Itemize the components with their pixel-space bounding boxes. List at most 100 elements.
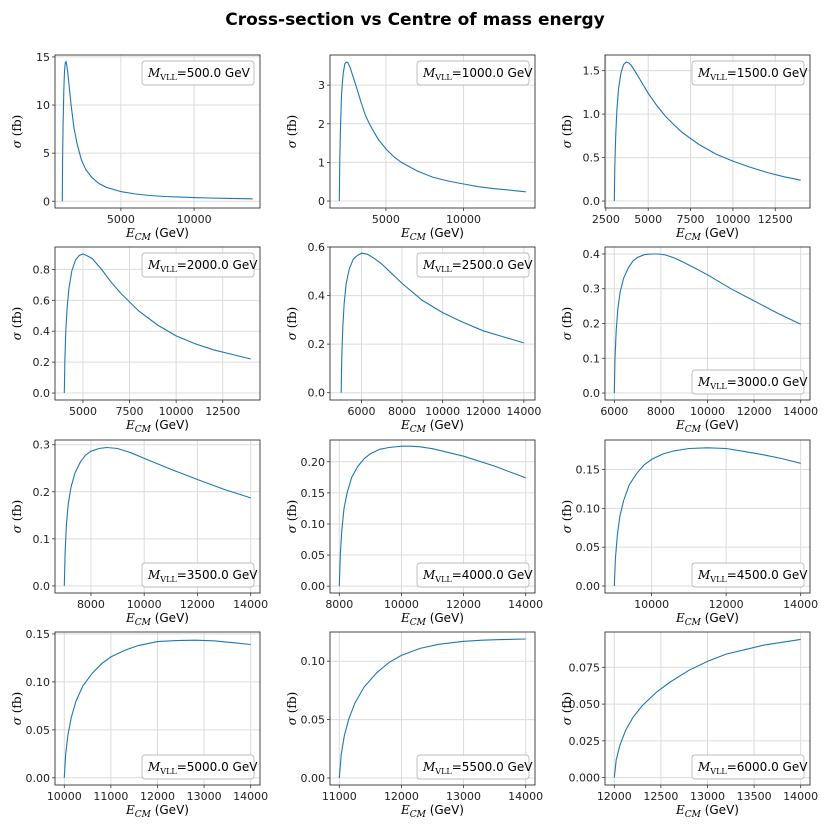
x-tick-label: 8000 <box>325 598 353 611</box>
y-tick-label: 15 <box>36 51 50 64</box>
legend-entry: MVLL=4000.0 GeV <box>422 568 533 584</box>
x-tick-label: 14000 <box>233 598 268 611</box>
x-tick-label: 11000 <box>322 790 357 803</box>
x-tick-label: 10000 <box>159 405 194 418</box>
x-tick-label: 5000 <box>372 213 400 226</box>
y-tick-label: 0 <box>43 195 50 208</box>
axes-frame <box>329 439 536 594</box>
y-tick-label: 0.0 <box>583 387 601 400</box>
x-tick-label: 6000 <box>347 405 375 418</box>
legend-box <box>416 252 530 278</box>
legend-entry: MVLL=3000.0 GeV <box>697 375 808 391</box>
y-tick-label: 0.4 <box>308 290 326 303</box>
y-axis-label: σ (fb) <box>10 115 24 149</box>
x-tick-label: 10000 <box>384 598 419 611</box>
y-tick-label: 0.05 <box>576 541 601 554</box>
y-tick-label: 1.5 <box>583 65 601 78</box>
y-tick-label: 0.15 <box>26 628 51 641</box>
y-tick-label: 0.2 <box>308 338 326 351</box>
x-tick-label: 10000 <box>177 213 212 226</box>
y-axis-label: σ (fb) <box>10 500 24 534</box>
x-tick-label: 10000 <box>634 598 669 611</box>
y-tick-label: 0.0 <box>33 387 51 400</box>
subplot-2000.0: 5000 7500 10000 12500 0.0 0.2 0.4 0.6 0.8 ECM (Ge… <box>10 246 261 435</box>
x-tick-label: 14000 <box>233 790 268 803</box>
x-tick-label: 11000 <box>93 790 128 803</box>
y-tick-label: 0.00 <box>576 580 601 593</box>
x-tick-label: 13500 <box>737 790 772 803</box>
series-line <box>63 639 251 778</box>
x-tick-label: 12000 <box>384 790 419 803</box>
y-tick-label: 0.6 <box>33 294 51 307</box>
x-tick-label: 8000 <box>647 405 675 418</box>
axes-frame <box>54 439 261 594</box>
x-tick-label: 13000 <box>187 790 222 803</box>
x-axis-label: ECM (GeV) <box>675 611 739 628</box>
subplot-6000.0: 12000 12500 13000 13500 14000 0.000 0.025 0.050… <box>560 631 818 820</box>
legend-box <box>141 60 255 86</box>
subplot-5500.0: 11000 12000 13000 14000 0.00 0.05 0.10 ECM (GeV… <box>285 631 543 820</box>
legend-entry: MVLL=5500.0 GeV <box>422 760 533 776</box>
subplot-3000.0: 6000 8000 10000 12000 14000 0.0 0.1 0.2 0.3 0.4 EC… <box>560 246 818 435</box>
legend-box <box>141 252 255 278</box>
x-axis-label: ECM (GeV) <box>400 418 464 435</box>
series-line <box>613 447 801 587</box>
legend-box <box>691 60 805 86</box>
y-tick-label: 0.4 <box>583 248 601 261</box>
legend-entry: MVLL=2000.0 GeV <box>147 258 258 274</box>
y-tick-label: 0.4 <box>33 325 51 338</box>
axes-frame <box>54 54 261 209</box>
x-tick-label: 5000 <box>107 213 135 226</box>
y-tick-label: 0.8 <box>33 263 51 276</box>
subplot-2500.0: 6000 8000 10000 12000 14000 0.0 0.2 0.4 0.6 ECM (… <box>285 241 541 435</box>
x-axis-label: ECM (GeV) <box>400 226 464 243</box>
legend-box <box>416 562 530 588</box>
y-tick-label: 0.00 <box>301 580 326 593</box>
y-tick-label: 0.00 <box>301 772 326 785</box>
y-tick-label: 0.000 <box>569 772 601 785</box>
x-axis-label: ECM (GeV) <box>125 226 189 243</box>
y-axis-label: σ (fb) <box>560 115 574 149</box>
series-line <box>63 446 251 586</box>
x-tick-label: 13000 <box>690 790 725 803</box>
x-tick-label: 12000 <box>737 405 772 418</box>
y-axis-label: σ (fb) <box>285 307 299 341</box>
subplot-1500.0: 2500 5000 7500 10000 12500 0.0 0.5 1.0 1.5 ECM (G… <box>560 54 811 243</box>
series-line <box>338 445 526 587</box>
x-axis-label: ECM (GeV) <box>675 226 739 243</box>
x-tick-label: 12000 <box>180 598 215 611</box>
legend-box <box>691 369 805 395</box>
y-tick-label: 2 <box>318 118 325 131</box>
x-tick-label: 10000 <box>127 598 162 611</box>
series-line <box>613 61 801 202</box>
y-axis-label: σ (fb) <box>560 500 574 534</box>
x-tick-label: 12000 <box>466 405 501 418</box>
y-tick-label: 5 <box>43 147 50 160</box>
legend-entry: MVLL=500.0 GeV <box>147 66 251 82</box>
legend-entry: MVLL=5000.0 GeV <box>147 760 258 776</box>
y-tick-label: 0.10 <box>26 676 51 689</box>
x-tick-label: 13000 <box>446 790 481 803</box>
y-tick-label: 0.05 <box>301 714 326 727</box>
y-tick-label: 0.2 <box>583 318 601 331</box>
y-tick-label: 1 <box>318 156 325 169</box>
x-tick-label: 12500 <box>643 790 678 803</box>
axes-frame <box>604 439 811 594</box>
legend-entry: MVLL=4500.0 GeV <box>697 568 808 584</box>
x-tick-label: 14000 <box>508 790 543 803</box>
y-tick-label: 0.15 <box>301 487 326 500</box>
y-tick-label: 0.0 <box>583 195 601 208</box>
series-line <box>338 638 526 779</box>
x-axis-label: ECM (GeV) <box>675 418 739 435</box>
y-axis-label: σ (fb) <box>10 692 24 726</box>
y-axis-label: σ (fb) <box>10 307 24 341</box>
y-axis-label: σ (fb) <box>285 692 299 726</box>
x-tick-label: 14000 <box>783 598 818 611</box>
series-line <box>61 60 253 202</box>
x-tick-label: 14000 <box>508 598 543 611</box>
axes-frame <box>329 246 536 401</box>
series-line <box>340 252 524 393</box>
y-tick-label: 0.1 <box>583 352 601 365</box>
x-axis-label: ECM (GeV) <box>400 803 464 820</box>
y-tick-label: 0.075 <box>569 661 601 674</box>
